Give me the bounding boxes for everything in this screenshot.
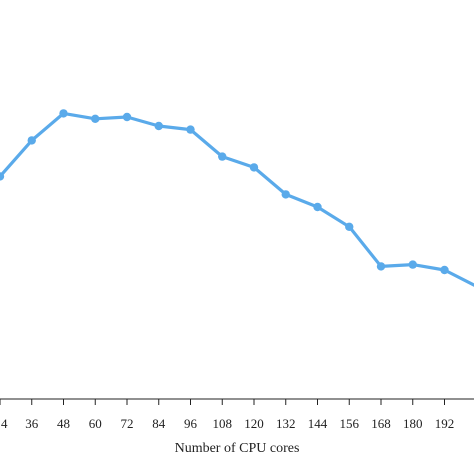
data-point [281,190,290,199]
x-tick-label: 4 [1,416,8,431]
x-axis-label: Number of CPU cores [175,441,300,456]
data-point [186,125,195,134]
x-tick-label: 36 [25,416,39,431]
x-tick-label: 108 [213,416,233,431]
data-point [376,262,386,271]
x-tick-label: 48 [57,416,70,431]
x-ticks: 4 36 48 60 72 84 96 108 120 132 144 156 168 180 192 [0,399,454,431]
data-point [27,136,36,145]
x-tick-label: 156 [340,416,360,431]
x-tick-label: 192 [435,416,455,431]
x-tick-label: 72 [121,416,134,431]
x-tick-label: 120 [244,416,264,431]
data-point [249,163,259,172]
data-point [408,260,417,269]
data-point [91,114,100,124]
data-point [440,265,449,275]
x-tick-label: 144 [308,416,328,431]
data-point [313,202,322,212]
data-point [0,172,5,181]
x-tick-label: 96 [184,416,198,431]
data-point [59,109,68,118]
data-point [345,222,354,231]
data-point [154,121,163,131]
series-line [0,111,474,287]
series-layer [0,109,474,287]
data-point [218,152,227,161]
x-tick-label: 132 [276,416,296,431]
x-tick-label: 84 [152,416,166,431]
data-point [122,112,132,122]
x-tick-label: 168 [371,416,391,431]
x-tick-label: 60 [89,416,102,431]
x-tick-label: 180 [403,416,423,431]
